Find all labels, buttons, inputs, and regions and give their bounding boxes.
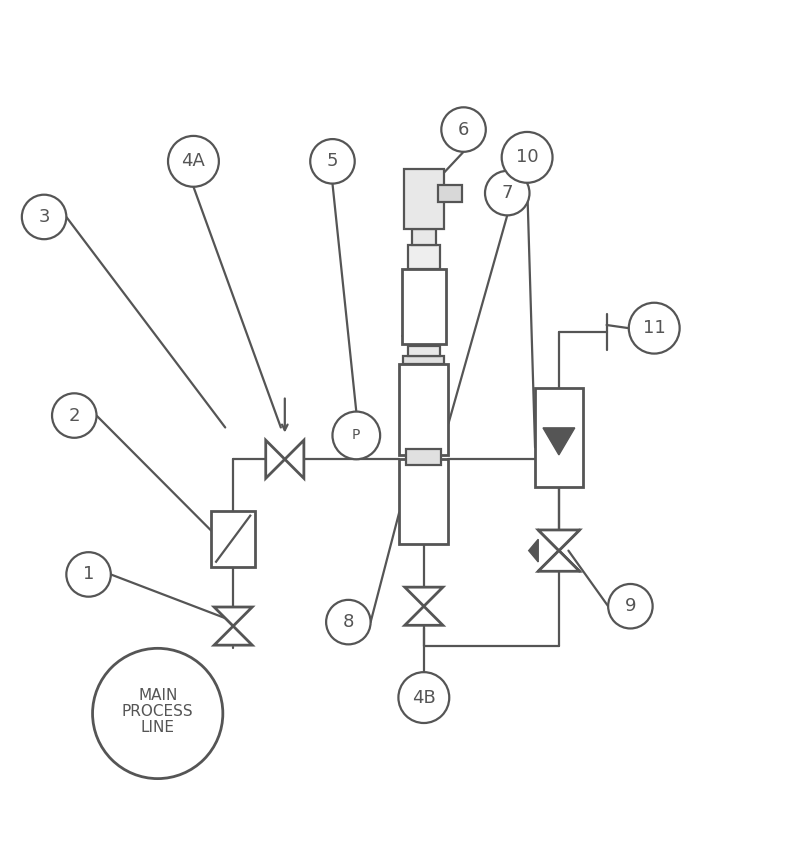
Circle shape bbox=[333, 412, 380, 459]
Polygon shape bbox=[214, 626, 252, 645]
Text: PROCESS: PROCESS bbox=[122, 705, 194, 719]
Polygon shape bbox=[405, 606, 443, 625]
Circle shape bbox=[442, 108, 486, 152]
Circle shape bbox=[93, 648, 223, 778]
Circle shape bbox=[52, 393, 97, 438]
Text: LINE: LINE bbox=[141, 720, 174, 735]
Circle shape bbox=[168, 136, 219, 186]
Bar bbox=[438, 185, 462, 202]
Text: P: P bbox=[352, 429, 361, 442]
Text: 4A: 4A bbox=[182, 152, 206, 170]
Polygon shape bbox=[529, 540, 538, 562]
Polygon shape bbox=[405, 587, 443, 606]
Text: 2: 2 bbox=[69, 407, 80, 424]
Bar bbox=[412, 229, 436, 245]
Polygon shape bbox=[538, 551, 579, 571]
Text: 10: 10 bbox=[516, 148, 538, 166]
Text: 11: 11 bbox=[643, 319, 666, 337]
Text: 7: 7 bbox=[502, 184, 513, 202]
Circle shape bbox=[22, 195, 66, 239]
Text: 1: 1 bbox=[83, 566, 94, 584]
Circle shape bbox=[608, 584, 653, 628]
Polygon shape bbox=[266, 440, 285, 479]
Polygon shape bbox=[543, 428, 574, 455]
Text: 9: 9 bbox=[625, 597, 636, 615]
Circle shape bbox=[502, 132, 553, 183]
Text: 8: 8 bbox=[342, 613, 354, 631]
Bar bbox=[406, 449, 442, 465]
Bar bbox=[399, 364, 449, 456]
Text: 6: 6 bbox=[458, 120, 470, 139]
Circle shape bbox=[398, 673, 450, 723]
Text: 5: 5 bbox=[326, 152, 338, 170]
Bar bbox=[399, 459, 449, 545]
Bar bbox=[211, 511, 255, 567]
Bar bbox=[403, 356, 445, 364]
Circle shape bbox=[485, 171, 530, 215]
Circle shape bbox=[310, 139, 354, 184]
Circle shape bbox=[326, 600, 370, 645]
Text: MAIN: MAIN bbox=[138, 689, 178, 704]
Text: 4B: 4B bbox=[412, 689, 436, 706]
Polygon shape bbox=[285, 440, 304, 479]
Text: 3: 3 bbox=[38, 208, 50, 226]
Polygon shape bbox=[214, 607, 252, 626]
Bar bbox=[408, 245, 440, 268]
Bar bbox=[404, 169, 444, 229]
Bar bbox=[402, 268, 446, 344]
Bar bbox=[408, 346, 440, 356]
Circle shape bbox=[629, 302, 680, 353]
Circle shape bbox=[66, 552, 111, 596]
Bar bbox=[535, 388, 582, 487]
Polygon shape bbox=[538, 530, 579, 551]
